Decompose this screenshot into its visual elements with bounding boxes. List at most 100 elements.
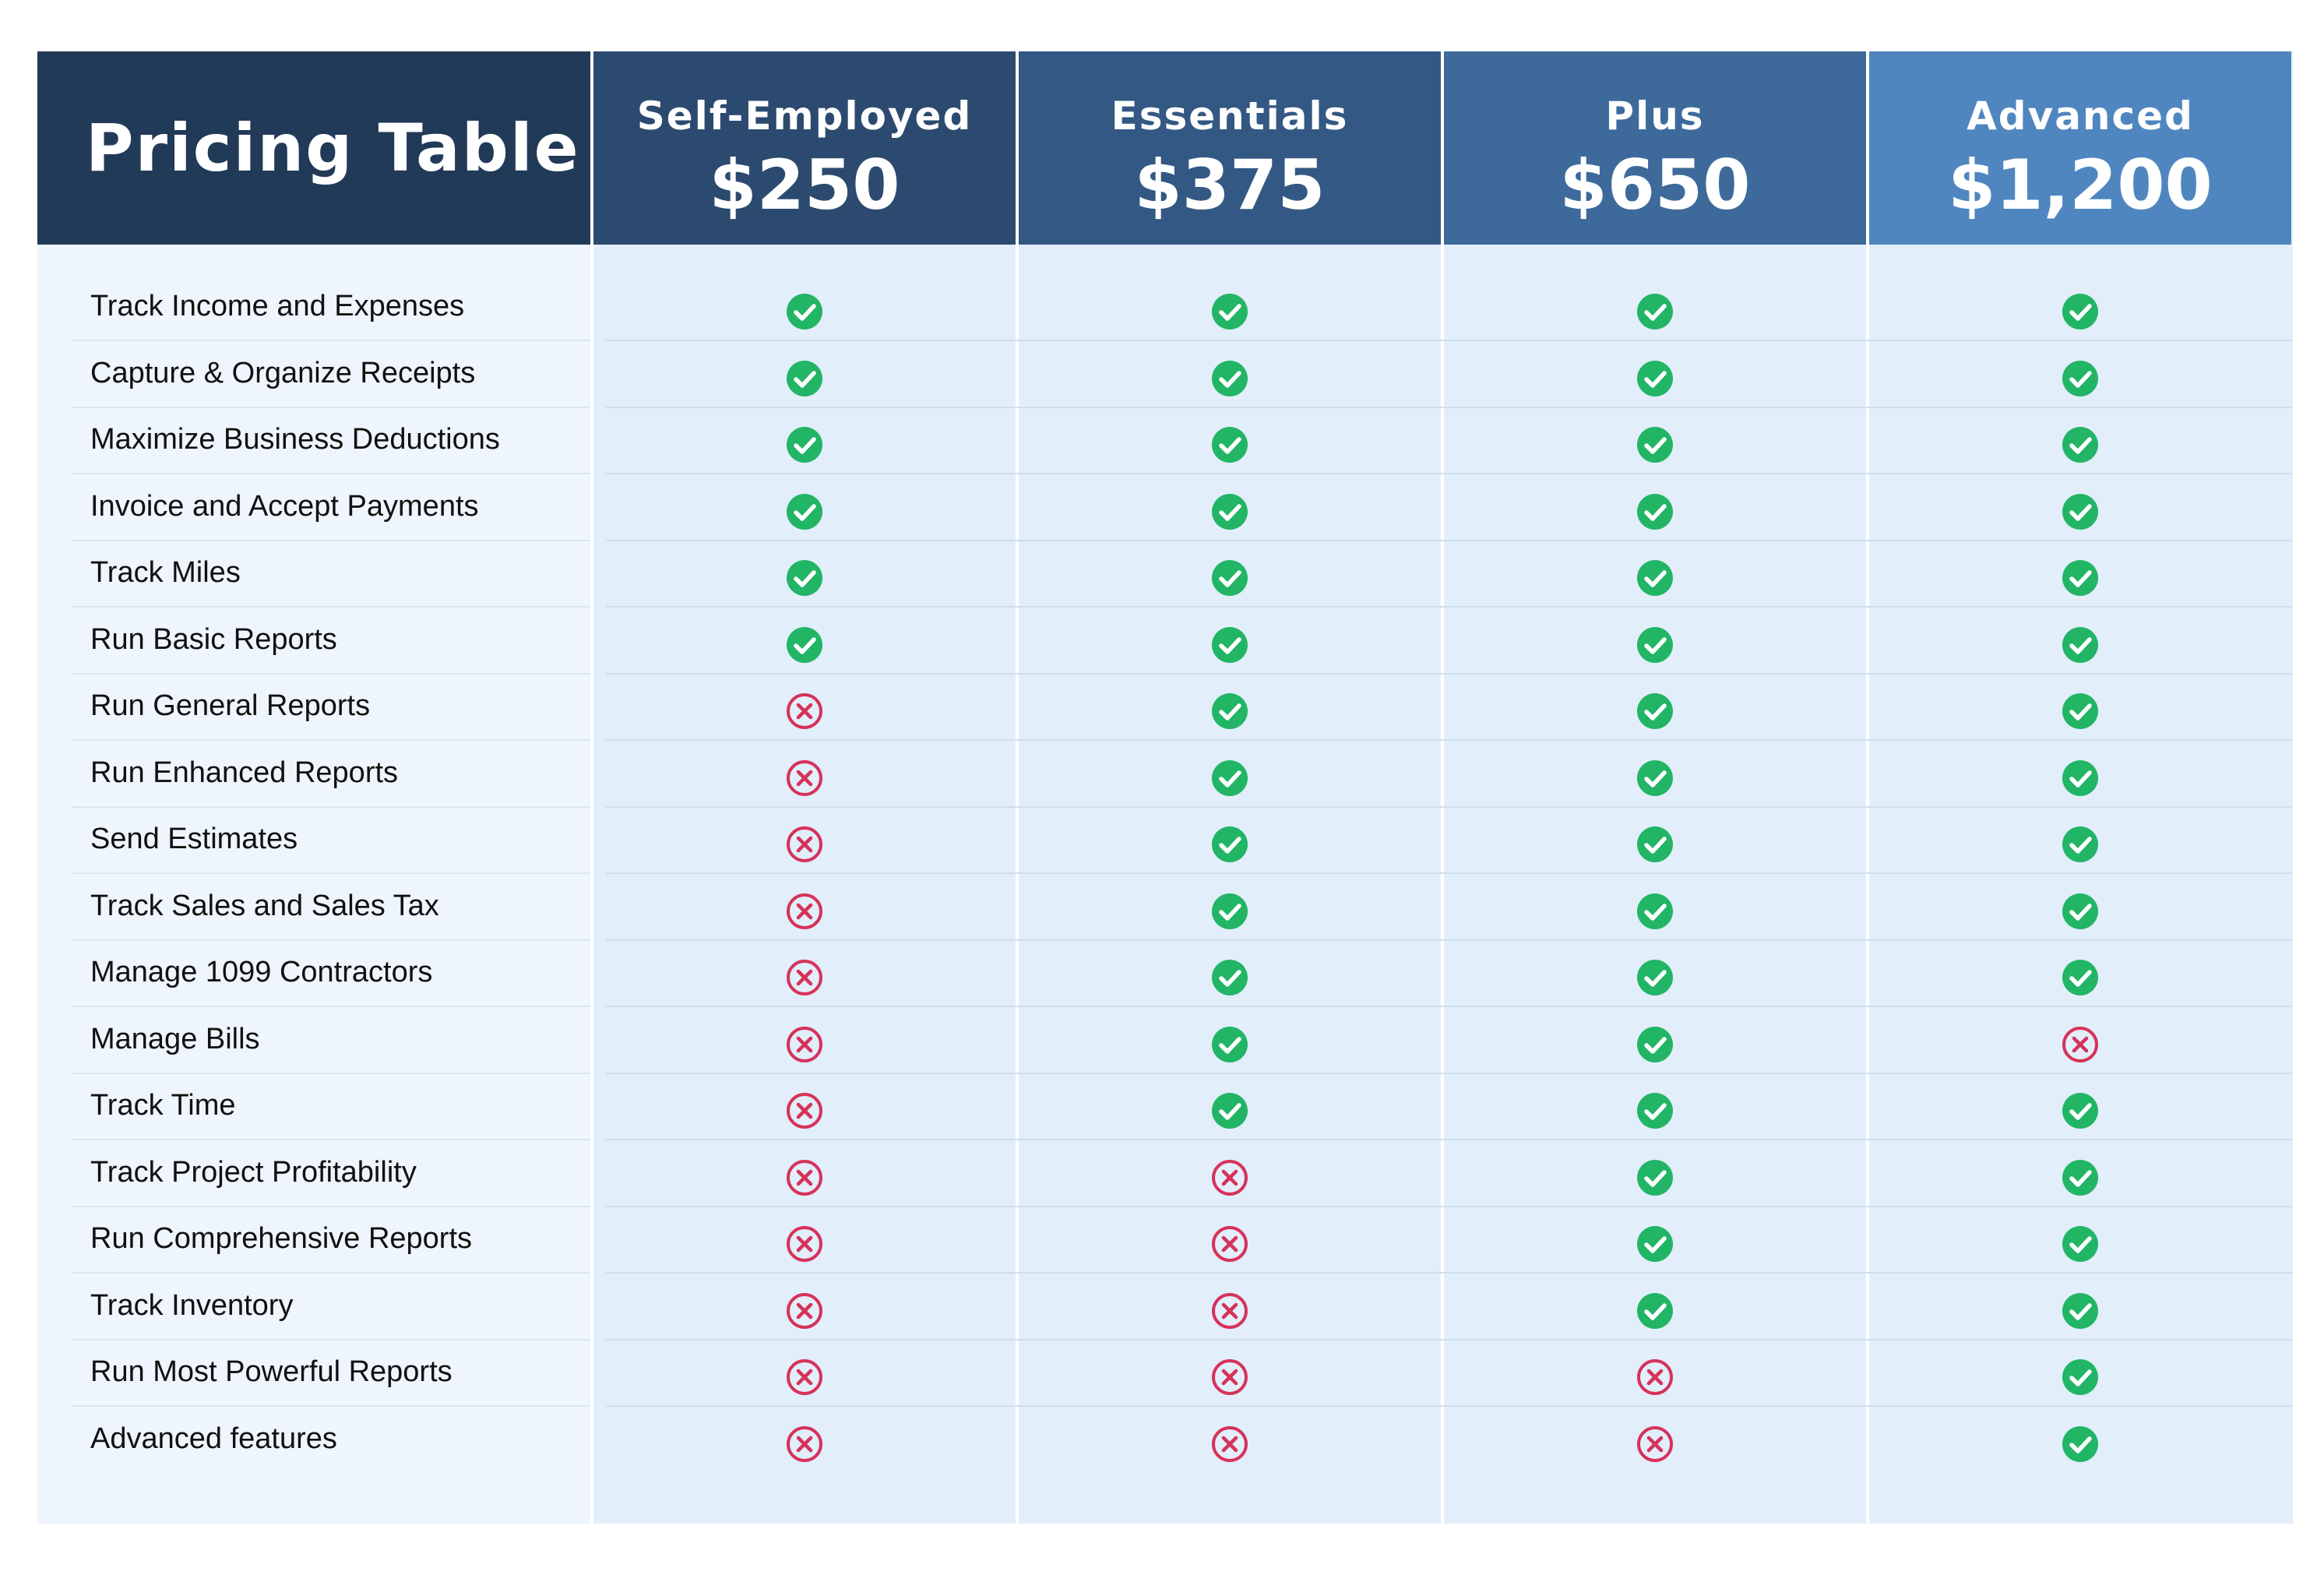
check-icon <box>786 426 823 463</box>
check-icon <box>1211 692 1248 730</box>
check-icon <box>2062 826 2099 863</box>
check-icon <box>2062 559 2099 597</box>
row-divider <box>606 406 2293 408</box>
check-icon <box>1211 893 1248 930</box>
feature-label: Advanced features <box>90 1422 337 1455</box>
feature-label: Run Basic Reports <box>90 622 337 656</box>
cross-icon <box>786 826 823 863</box>
table-row: Run General Reports <box>37 675 2293 741</box>
check-icon <box>786 559 823 597</box>
check-icon <box>1211 959 1248 996</box>
plan-name: Advanced <box>1967 93 2194 139</box>
table-row: Track Project Profitability <box>37 1142 2293 1207</box>
cross-icon <box>786 759 823 797</box>
check-icon <box>2062 1092 2099 1129</box>
check-icon <box>1636 1092 1674 1129</box>
cross-icon <box>1636 1425 1674 1463</box>
check-icon <box>1636 1026 1674 1063</box>
check-icon <box>1636 893 1674 930</box>
row-divider <box>72 1205 590 1207</box>
row-divider <box>72 1139 590 1140</box>
feature-label: Track Income and Expenses <box>90 290 465 322</box>
feature-label: Capture & Organize Receipts <box>90 356 476 389</box>
cross-icon <box>786 1092 823 1129</box>
feature-label: Track Miles <box>90 556 241 589</box>
cross-icon <box>1211 1292 1248 1330</box>
row-divider <box>72 1006 590 1007</box>
row-divider <box>606 539 2293 541</box>
row-divider <box>606 340 2293 341</box>
feature-label: Manage 1099 Contractors <box>90 956 433 988</box>
check-icon <box>2062 759 2099 797</box>
check-icon <box>1636 959 1674 996</box>
table-row: Run Most Powerful Reports <box>37 1341 2293 1407</box>
table-title: Pricing Table <box>86 110 580 186</box>
check-icon <box>1636 493 1674 530</box>
plan-header-plus: Plus $650 <box>1444 51 1866 245</box>
feature-label: Track Time <box>90 1089 236 1122</box>
row-divider <box>606 473 2293 474</box>
check-icon <box>1211 759 1248 797</box>
feature-column-bg <box>37 51 590 1524</box>
check-icon <box>2062 1225 2099 1263</box>
feature-label: Run Comprehensive Reports <box>90 1222 473 1255</box>
table-row: Track Inventory <box>37 1275 2293 1341</box>
cross-icon <box>1211 1358 1248 1396</box>
check-icon <box>2062 426 2099 463</box>
check-icon <box>1211 493 1248 530</box>
check-icon <box>1636 1225 1674 1263</box>
feature-label: Run Most Powerful Reports <box>90 1355 452 1388</box>
pricing-table: Pricing Table Self-Employed $250 Essenti… <box>37 51 2293 1524</box>
cross-icon <box>786 1425 823 1463</box>
table-row: Manage Bills <box>37 1009 2293 1074</box>
cross-icon <box>786 692 823 730</box>
row-divider <box>606 1405 2293 1407</box>
row-divider <box>72 939 590 941</box>
row-divider <box>72 539 590 541</box>
check-icon <box>1636 759 1674 797</box>
check-icon <box>1636 293 1674 330</box>
check-icon <box>2062 626 2099 664</box>
check-icon <box>2062 360 2099 397</box>
check-icon <box>2062 1159 2099 1196</box>
check-icon <box>1211 1026 1248 1063</box>
table-row: Run Basic Reports <box>37 609 2293 675</box>
row-divider <box>72 805 590 808</box>
feature-label: Invoice and Accept Payments <box>90 489 479 523</box>
check-icon <box>2062 959 2099 996</box>
cross-icon <box>1211 1159 1248 1196</box>
cross-icon <box>786 1358 823 1396</box>
check-icon <box>1211 1092 1248 1129</box>
check-icon <box>1211 426 1248 463</box>
check-icon <box>1636 826 1674 863</box>
feature-label: Send Estimates <box>90 823 298 855</box>
check-icon <box>1211 626 1248 664</box>
check-icon <box>786 360 823 397</box>
check-icon <box>786 293 823 330</box>
cross-icon <box>1636 1358 1674 1396</box>
check-icon <box>2062 1292 2099 1330</box>
row-divider <box>72 1072 590 1074</box>
row-divider <box>72 606 590 608</box>
feature-label: Track Sales and Sales Tax <box>90 889 439 922</box>
column-divider <box>1441 51 1444 1524</box>
check-icon <box>2062 493 2099 530</box>
plan-price: $1,200 <box>1948 145 2213 225</box>
table-row: Send Estimates <box>37 809 2293 874</box>
check-icon <box>1211 559 1248 597</box>
table-title-cell: Pricing Table <box>37 51 590 245</box>
plan-price: $375 <box>1134 145 1326 225</box>
row-divider <box>72 739 590 741</box>
table-row: Track Income and Expenses <box>37 276 2293 341</box>
row-divider <box>606 872 2293 874</box>
row-divider <box>606 1072 2293 1074</box>
row-divider <box>606 1272 2293 1274</box>
table-row: Track Sales and Sales Tax <box>37 876 2293 941</box>
cross-icon <box>2062 1026 2099 1063</box>
cross-icon <box>786 1159 823 1196</box>
table-row: Capture & Organize Receipts <box>37 343 2293 408</box>
cross-icon <box>1211 1225 1248 1263</box>
row-divider <box>606 606 2293 608</box>
cross-icon <box>786 1026 823 1063</box>
row-divider <box>72 1405 590 1407</box>
